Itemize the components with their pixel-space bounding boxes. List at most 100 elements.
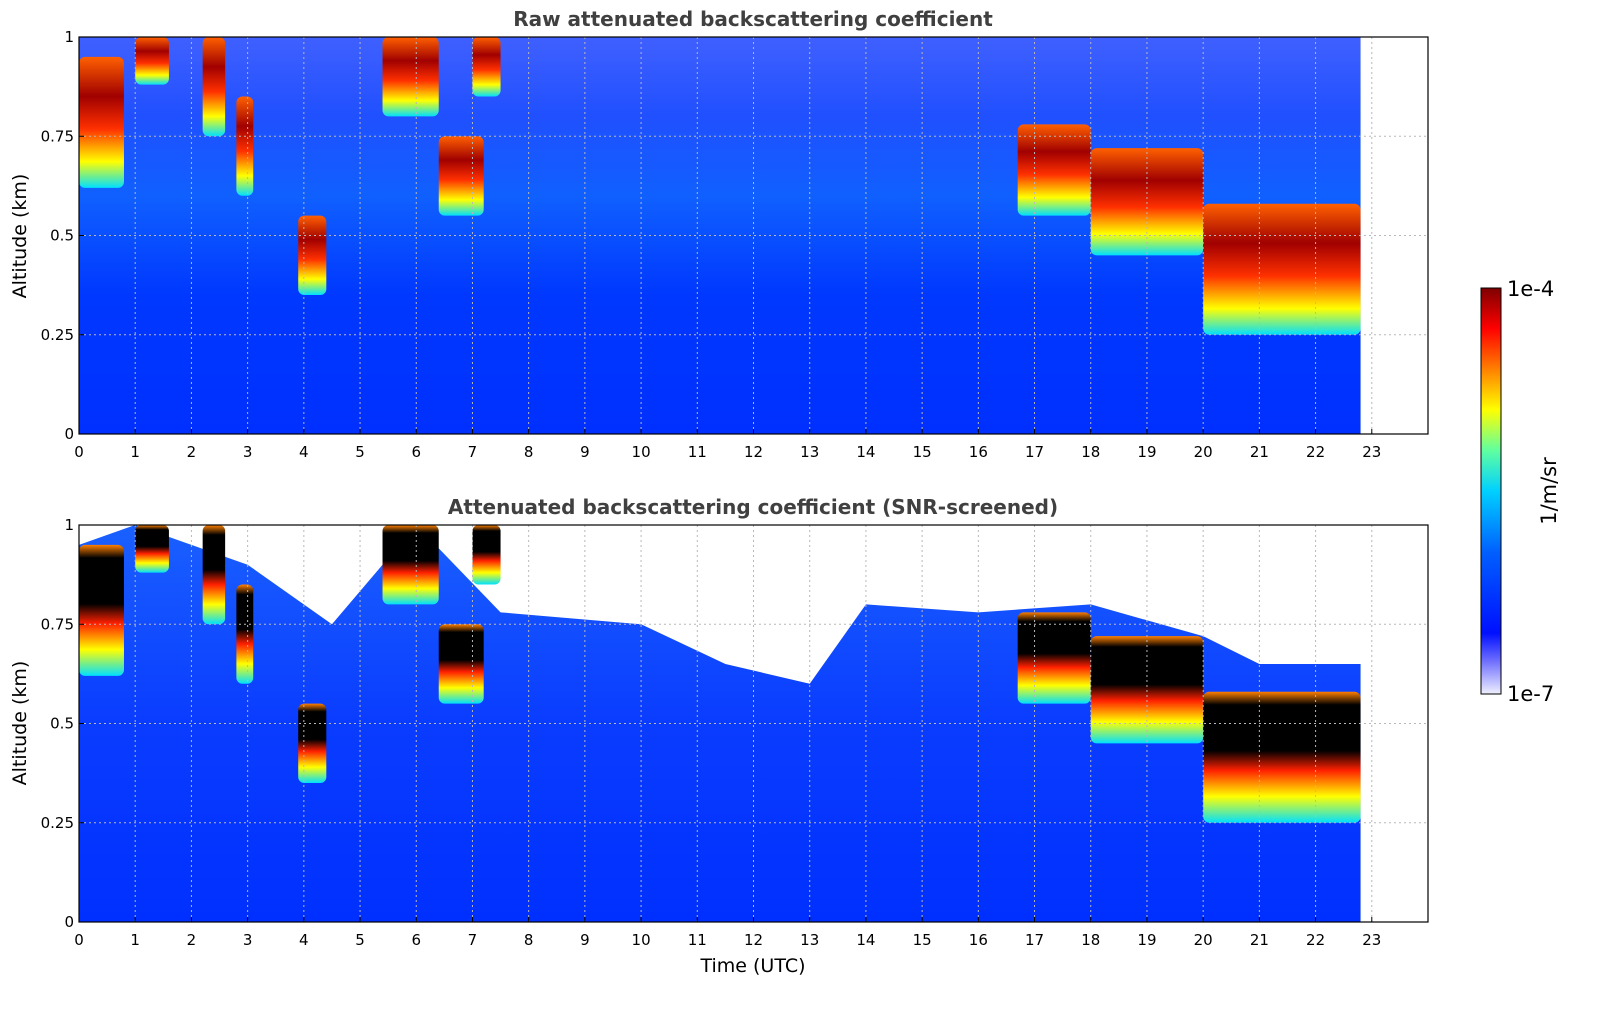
cloud-layer [472,525,501,585]
panel-raw-cloud-layers [79,37,1361,335]
x-tick-label: 21 [1250,931,1269,949]
y-tick-label: 0 [64,913,74,931]
cloud-layer [382,37,439,117]
x-tick-label: 3 [243,931,253,949]
panel-screened: Attenuated backscattering coefficient (S… [9,495,1429,977]
cloud-layer [202,37,226,137]
x-tick-label: 14 [856,443,875,461]
x-tick-label: 4 [299,931,309,949]
x-tick-label: 6 [411,443,421,461]
x-tick-label: 21 [1250,443,1269,461]
panel-raw-y-axis: 0 0.25 0.5 0.75 1 [41,28,84,443]
cloud-layer [1203,691,1361,823]
y-tick-label: 0.5 [50,227,74,245]
x-tick-label: 11 [688,443,707,461]
x-tick-label: 20 [1194,931,1213,949]
cloud-layer [1017,612,1091,704]
y-tick-label: 0.25 [41,814,74,832]
x-tick-label: 11 [688,931,707,949]
x-tick-label: 16 [969,443,988,461]
colorbar-gradient [1480,287,1502,695]
panel-raw-title: Raw attenuated backscattering coefficien… [513,7,993,31]
cloud-layer [1017,124,1091,216]
x-tick-label: 0 [74,443,84,461]
cloud-layer [438,136,484,216]
x-tick-label: 23 [1362,931,1381,949]
panel-raw-plot-area [79,37,1428,434]
cloud-layer [382,525,439,605]
colorbar-unit-label: 1/m/sr [1537,457,1561,525]
cloud-layer [202,525,226,625]
panel-raw-grid [79,37,1428,434]
x-tick-label: 15 [913,443,932,461]
x-tick-label: 14 [856,931,875,949]
x-tick-label: 13 [800,931,819,949]
x-tick-label: 7 [468,443,478,461]
cloud-layer [472,37,501,97]
x-tick-label: 12 [744,443,763,461]
x-tick-label: 19 [1137,443,1156,461]
panel-screened-grid [79,525,1428,922]
y-tick-label: 0.25 [41,326,74,344]
colorbar-max-label: 1e-4 [1507,277,1554,301]
x-tick-label: 2 [187,443,197,461]
x-tick-label: 3 [243,443,253,461]
panel-screened-y-axis: 0 0.25 0.5 0.75 1 [41,516,84,931]
cloud-layer [1090,636,1204,744]
x-tick-label: 17 [1025,931,1044,949]
x-tick-label: 8 [524,443,534,461]
x-tick-label: 16 [969,931,988,949]
x-axis-label: Time (UTC) [699,955,805,977]
y-tick-label: 0 [64,425,74,443]
x-tick-label: 5 [355,443,365,461]
panel-screened-x-axis: 0 1 2 3 4 5 6 7 8 9 10 11 12 13 14 15 16 17 18 19 20 21 22 23 [74,917,1381,949]
cloud-layer [79,56,124,188]
cloud-layer [79,544,124,676]
panel-raw-x-axis: 0 1 2 3 4 5 6 7 8 9 10 11 12 13 14 15 16 17 18 19 20 21 22 23 [74,429,1381,461]
x-tick-label: 7 [468,931,478,949]
x-tick-label: 22 [1306,443,1325,461]
x-tick-label: 18 [1081,931,1100,949]
x-tick-label: 23 [1362,443,1381,461]
x-tick-label: 17 [1025,443,1044,461]
x-tick-label: 20 [1194,443,1213,461]
colorbar-min-label: 1e-7 [1507,682,1554,706]
cloud-layer [298,703,327,784]
x-tick-label: 18 [1081,443,1100,461]
x-tick-label: 1 [130,443,140,461]
x-tick-label: 10 [632,931,651,949]
cloud-layer [1203,203,1361,335]
y-tick-label: 1 [64,28,74,46]
y-tick-label: 0.75 [41,127,74,145]
x-tick-label: 10 [632,443,651,461]
x-tick-label: 8 [524,931,534,949]
cloud-layer [236,584,254,684]
colorbar: 1e-4 1e-7 1/m/sr [1480,277,1561,706]
y-tick-label: 1 [64,516,74,534]
x-tick-label: 9 [580,931,590,949]
y-tick-label: 0.75 [41,615,74,633]
x-tick-label: 0 [74,931,84,949]
cloud-layer [236,96,254,196]
x-tick-label: 12 [744,931,763,949]
cloud-layer [438,624,484,704]
x-tick-label: 2 [187,931,197,949]
panel-screened-cloud-layers [79,525,1361,823]
x-tick-label: 6 [411,931,421,949]
panel-screened-title: Attenuated backscattering coefficient (S… [448,495,1058,519]
cloud-layer [135,37,169,85]
x-tick-label: 4 [299,443,309,461]
x-tick-label: 5 [355,931,365,949]
panel-raw-y-label: Altitude (km) [9,174,31,299]
cloud-layer [298,215,327,296]
x-tick-label: 19 [1137,931,1156,949]
x-tick-label: 15 [913,931,932,949]
y-tick-label: 0.5 [50,715,74,733]
panel-raw: Raw attenuated backscattering coefficien… [9,7,1429,461]
x-tick-label: 13 [800,443,819,461]
cloud-layer [1090,148,1204,256]
x-tick-label: 1 [130,931,140,949]
x-tick-label: 9 [580,443,590,461]
cloud-layer [135,525,169,573]
